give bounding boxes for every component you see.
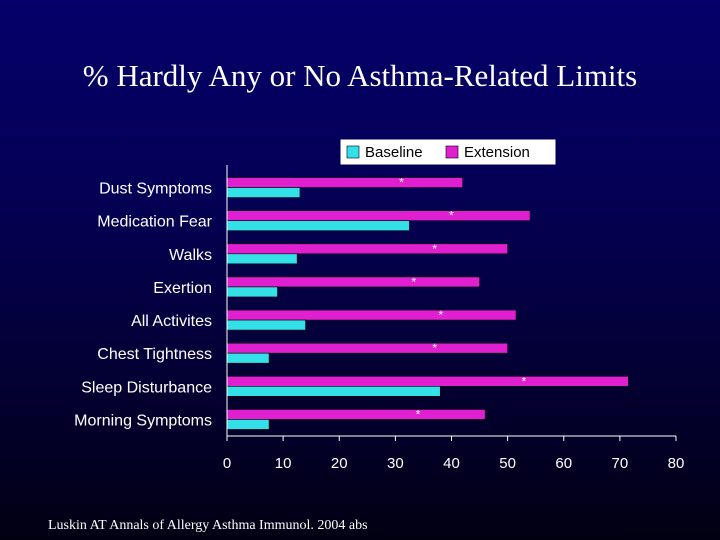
legend-label: Extension (464, 144, 530, 161)
source-citation: Luskin AT Annals of Allergy Asthma Immun… (48, 518, 368, 533)
x-tick-label: 10 (275, 455, 292, 472)
category-label: Medication Fear (97, 214, 212, 231)
x-tick-label: 30 (387, 455, 404, 472)
bar-extension (226, 376, 629, 387)
x-tick-label: 0 (223, 455, 231, 472)
significance-star: * (432, 242, 437, 256)
chart-legend: Baseline Extension (340, 139, 556, 165)
category-label: Sleep Disturbance (81, 379, 212, 396)
bar-baseline (226, 286, 278, 298)
legend-swatch (346, 145, 360, 159)
bar-baseline (226, 419, 270, 430)
legend-label: Baseline (365, 144, 423, 161)
bar-extension (226, 243, 508, 255)
category-label: Exertion (153, 280, 212, 297)
bar-baseline (226, 386, 441, 397)
significance-star: * (412, 275, 417, 289)
category-label: Walks (169, 247, 212, 264)
bar-baseline (226, 220, 410, 231)
x-tick-label: 50 (499, 455, 516, 472)
category-label: Dust Symptoms (99, 181, 212, 198)
plot-area: Dust Symptoms * Medication Fear * Walks * Exer… (74, 165, 684, 472)
bar-baseline (226, 253, 298, 265)
bar-baseline (226, 319, 306, 331)
x-tick-label: 40 (443, 455, 460, 472)
x-tick-label: 80 (668, 455, 685, 472)
slide-title: % Hardly Any or No Asthma-Related Limits (82, 58, 638, 93)
x-tick-label: 20 (331, 455, 348, 472)
x-tick-label: 60 (555, 455, 572, 472)
category-label: Chest Tightness (97, 346, 212, 363)
legend-swatch (445, 145, 459, 159)
bar-extension (226, 210, 531, 221)
significance-star: * (522, 374, 527, 388)
category-label: Morning Symptoms (74, 412, 212, 429)
bar-extension (226, 276, 480, 288)
x-tick-label: 70 (612, 455, 629, 472)
bar-extension (226, 177, 464, 188)
significance-star: * (399, 176, 404, 190)
bar-extension (226, 309, 517, 321)
significance-star: * (432, 341, 437, 355)
significance-star: * (439, 308, 444, 322)
category-label: All Activites (131, 313, 212, 330)
significance-star: * (449, 209, 454, 223)
bar-baseline (226, 352, 270, 364)
bar-extension (226, 409, 486, 420)
bar-extension (226, 342, 508, 354)
significance-star: * (416, 407, 421, 421)
bar-baseline (226, 187, 301, 198)
